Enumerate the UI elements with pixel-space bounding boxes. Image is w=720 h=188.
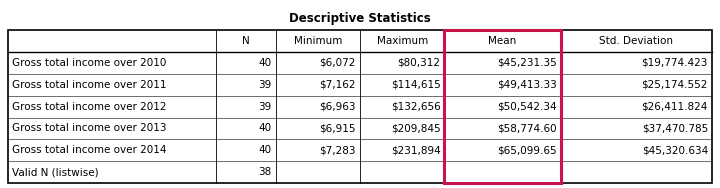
Text: Gross total income over 2011: Gross total income over 2011 [12,80,166,90]
Text: 39: 39 [258,102,271,112]
Text: $7,283: $7,283 [320,145,356,155]
Text: Maximum: Maximum [377,36,428,46]
Text: Minimum: Minimum [294,36,342,46]
Text: N: N [242,36,249,46]
Text: Gross total income over 2012: Gross total income over 2012 [12,102,166,112]
Text: $132,656: $132,656 [391,102,441,112]
Text: $25,174.552: $25,174.552 [642,80,708,90]
Text: $209,845: $209,845 [391,123,441,133]
Text: $45,320.634: $45,320.634 [642,145,708,155]
Text: $65,099.65: $65,099.65 [497,145,557,155]
Text: $37,470.785: $37,470.785 [642,123,708,133]
Text: 40: 40 [258,123,271,133]
Text: 38: 38 [258,167,271,177]
Text: $26,411.824: $26,411.824 [642,102,708,112]
Text: $6,072: $6,072 [320,58,356,68]
Text: $80,312: $80,312 [397,58,441,68]
Text: 39: 39 [258,80,271,90]
Text: $45,231.35: $45,231.35 [497,58,557,68]
Text: $6,915: $6,915 [320,123,356,133]
Bar [8,30,712,183]
Text: 40: 40 [258,58,271,68]
Text: 40: 40 [258,145,271,155]
Text: Gross total income over 2010: Gross total income over 2010 [12,58,166,68]
Text: $58,774.60: $58,774.60 [497,123,557,133]
Bar [444,30,561,183]
Text: Std. Deviation: Std. Deviation [599,36,673,46]
Text: $19,774.423: $19,774.423 [642,58,708,68]
Bar [8,30,712,183]
Text: Gross total income over 2013: Gross total income over 2013 [12,123,166,133]
Text: Mean: Mean [488,36,517,46]
Text: $49,413.33: $49,413.33 [497,80,557,90]
Text: $6,963: $6,963 [320,102,356,112]
Text: $7,162: $7,162 [320,80,356,90]
Text: $231,894: $231,894 [391,145,441,155]
Text: $50,542.34: $50,542.34 [497,102,557,112]
Text: Descriptive Statistics: Descriptive Statistics [289,12,431,25]
Text: Valid N (listwise): Valid N (listwise) [12,167,99,177]
Text: Gross total income over 2014: Gross total income over 2014 [12,145,166,155]
Text: $114,615: $114,615 [391,80,441,90]
